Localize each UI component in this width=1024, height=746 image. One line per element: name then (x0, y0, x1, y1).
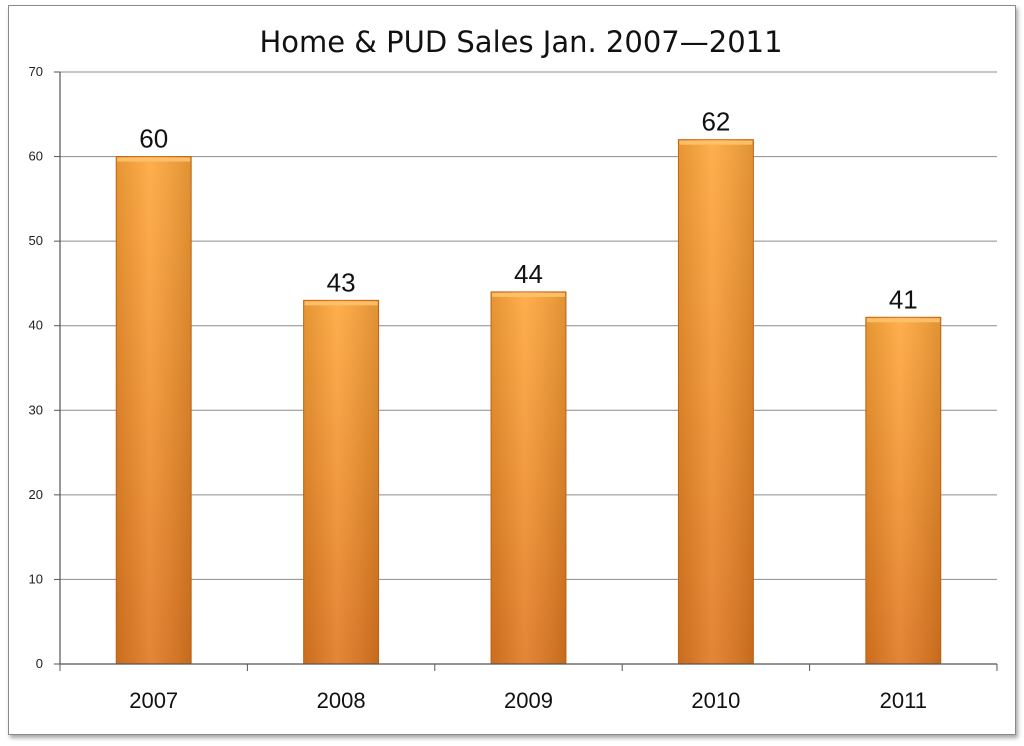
data-label: 41 (889, 284, 918, 314)
bar-shade (678, 139, 754, 664)
y-tick-label: 70 (29, 64, 43, 79)
y-tick-label: 0 (36, 656, 43, 671)
y-tick-label: 60 (29, 149, 43, 164)
data-label: 44 (514, 259, 543, 289)
bar-cap (304, 301, 378, 306)
x-tick-label: 2011 (880, 688, 927, 713)
y-tick-label: 10 (29, 571, 43, 586)
bar-cap (492, 292, 565, 297)
bar (115, 156, 192, 665)
bar-cap (117, 157, 191, 162)
data-label: 60 (139, 124, 168, 154)
axes (59, 72, 997, 665)
data-labels: 60 43 44 62 41 (139, 107, 918, 315)
bar (677, 139, 754, 665)
x-axis-ticks: 2007 2008 2009 2010 2011 (59, 664, 998, 713)
y-tick-label: 50 (29, 233, 43, 248)
y-tick-label: 20 (29, 487, 43, 502)
x-tick-label: 2007 (129, 688, 178, 713)
x-tick-label: 2008 (317, 688, 366, 713)
bar (865, 316, 942, 665)
gridlines (60, 71, 997, 580)
y-tick-label: 40 (29, 318, 43, 333)
x-tick-label: 2010 (691, 688, 740, 713)
x-tick-label: 2009 (504, 688, 553, 713)
y-axis-ticks: 0 10 20 30 40 50 60 70 (29, 64, 60, 671)
bar-shade (116, 156, 192, 665)
data-label: 62 (701, 107, 730, 137)
bars (115, 139, 942, 665)
bar (303, 299, 380, 665)
data-label: 43 (327, 267, 356, 297)
bar (490, 291, 567, 665)
chart-title: Home & PUD Sales Jan. 2007—2011 (259, 25, 782, 59)
bar-shade (865, 317, 941, 664)
bar-cap (866, 318, 940, 323)
bar-shade (303, 300, 379, 664)
bar-shade (491, 291, 566, 664)
bar-cap (679, 140, 753, 145)
y-tick-label: 30 (29, 402, 43, 417)
